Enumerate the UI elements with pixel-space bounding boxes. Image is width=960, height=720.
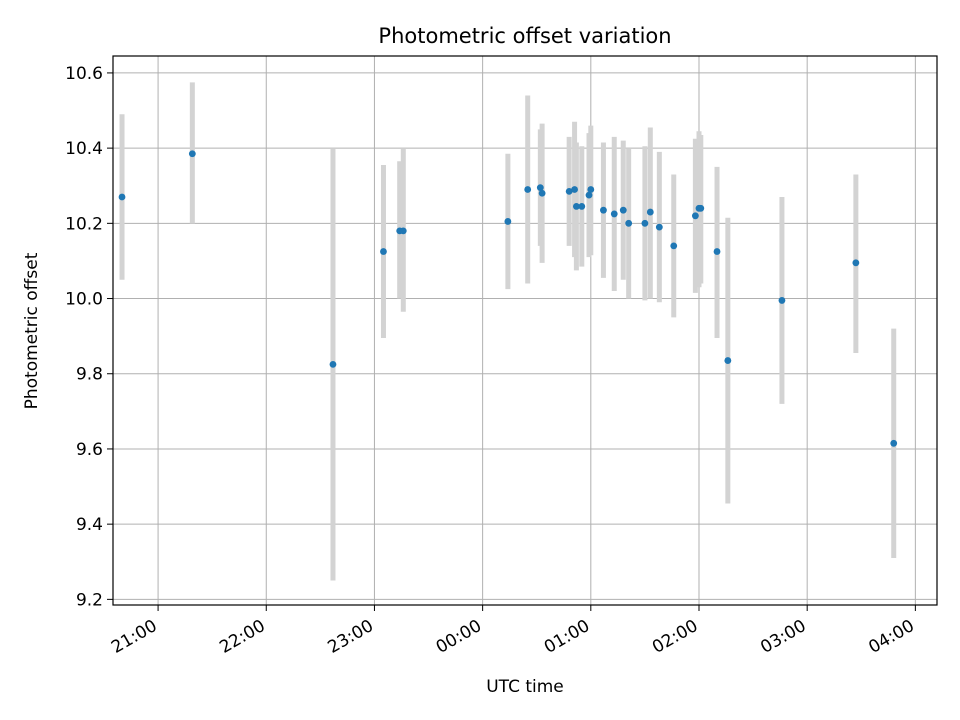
data-point xyxy=(619,206,627,214)
data-point xyxy=(890,439,898,447)
data-point xyxy=(646,208,654,216)
data-point xyxy=(188,150,196,158)
y-tick-label: 10.2 xyxy=(65,214,103,234)
data-point xyxy=(524,186,532,193)
data-point xyxy=(625,219,633,227)
data-point xyxy=(655,223,663,231)
data-point xyxy=(587,186,595,193)
data-point xyxy=(585,191,593,199)
data-point xyxy=(691,212,699,220)
y-tick-label: 10.4 xyxy=(65,139,103,159)
y-tick-label: 10.0 xyxy=(65,290,103,310)
y-axis-label: Photometric offset xyxy=(22,252,42,409)
data-point xyxy=(852,259,860,267)
data-point xyxy=(565,187,573,195)
data-point xyxy=(504,218,512,225)
data-point xyxy=(697,204,705,212)
data-point xyxy=(399,227,407,235)
data-points xyxy=(118,150,898,447)
data-point xyxy=(572,203,580,210)
y-axis: 9.2 9.4 9.6 9.8 10.0 10.2 10.4 10.6 xyxy=(65,64,113,610)
data-point xyxy=(724,357,732,364)
y-tick-label: 9.2 xyxy=(76,590,103,610)
y-tick-label: 9.4 xyxy=(76,515,103,535)
data-point xyxy=(578,203,586,210)
data-point xyxy=(536,184,544,192)
data-point xyxy=(118,193,126,201)
data-point xyxy=(571,186,578,193)
chart-title: Photometric offset variation xyxy=(378,24,671,48)
data-point xyxy=(538,189,546,197)
x-axis-label: UTC time xyxy=(486,677,564,697)
data-point xyxy=(713,248,721,255)
data-point xyxy=(610,210,618,218)
data-point xyxy=(778,297,786,304)
data-point xyxy=(600,206,607,214)
data-point xyxy=(380,248,387,255)
data-point xyxy=(670,242,678,250)
y-tick-label: 9.8 xyxy=(76,365,103,385)
data-point xyxy=(329,360,337,368)
y-tick-label: 9.6 xyxy=(76,440,103,460)
data-point xyxy=(641,219,649,227)
plot-area xyxy=(112,55,938,606)
y-tick-label: 10.6 xyxy=(65,64,103,84)
